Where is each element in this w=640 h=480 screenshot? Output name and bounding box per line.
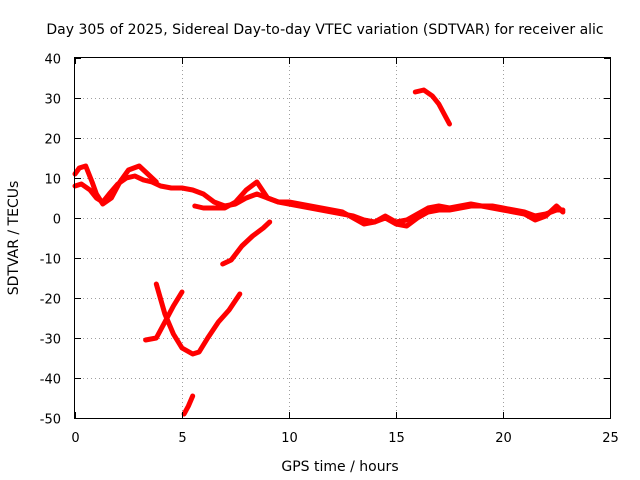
series-line-segment-x2 [153,281,243,357]
x-axis-label: GPS time / hours [281,459,398,475]
series-line-main-band-a [72,173,566,229]
y-tick-label: 40 [44,53,61,68]
x-tick-label: 5 [178,431,186,446]
series-line-segment-low [181,393,196,417]
y-tick-label: -40 [40,373,61,388]
x-tick-label: 10 [281,431,298,446]
plot-frame [74,57,611,419]
y-tick-label: -10 [40,253,61,268]
series-line-main-band-b [72,163,159,207]
chart-title: Day 305 of 2025, Sidereal Day-to-day VTE… [46,22,603,38]
x-tick-label: 20 [495,431,512,446]
series-line-segment-high [412,87,452,127]
x-tick-label: 0 [71,431,79,446]
series-line-main-band-c [192,179,566,225]
x-tick-label: 25 [602,431,619,446]
y-axis-label: SDTVAR / TECUs [6,181,22,296]
y-tick-label: -30 [40,333,61,348]
y-tick-label: 10 [44,173,61,188]
series-layer [72,87,566,417]
ticks: 0 5 10 15 20 25 -50 -40 -30 -20 -10 0 10 20 30 40 [40,53,619,447]
series-line-segment-x1 [143,289,185,343]
grid [75,58,610,418]
series-line-segment-rising [220,219,273,267]
y-tick-label: -20 [40,293,61,308]
y-tick-label: 0 [53,213,61,228]
y-tick-label: 30 [44,93,61,108]
x-tick-label: 15 [388,431,405,446]
y-tick-label: 20 [44,133,61,148]
y-tick-label: -50 [40,413,61,428]
